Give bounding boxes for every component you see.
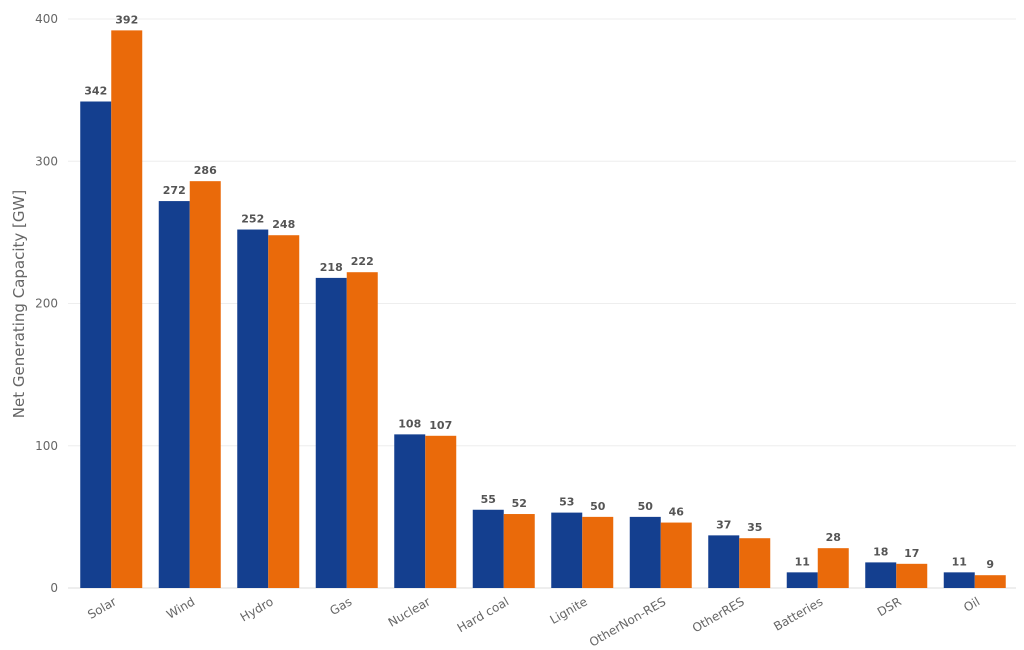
data-label: 55 bbox=[481, 493, 496, 506]
bar-nuclear-series-1 bbox=[394, 434, 426, 588]
bar-othernon-res-series-1 bbox=[629, 516, 661, 588]
bar-solar-series-1 bbox=[80, 101, 112, 588]
gridlines bbox=[68, 18, 1016, 589]
data-label: 218 bbox=[320, 261, 343, 274]
bar-dsr-series-1 bbox=[865, 562, 897, 588]
data-label: 11 bbox=[795, 555, 810, 568]
y-tick-label: 300 bbox=[35, 154, 58, 168]
y-axis-label: Net Generating Capacity [GW] bbox=[10, 190, 28, 418]
data-label: 286 bbox=[194, 164, 217, 177]
bar-otherres-series-2 bbox=[739, 538, 771, 588]
data-label: 46 bbox=[669, 506, 685, 519]
data-label: 53 bbox=[559, 496, 574, 509]
x-tick-label: Oil bbox=[961, 594, 982, 614]
x-tick-label: Wind bbox=[164, 594, 197, 621]
data-label: 248 bbox=[272, 218, 295, 231]
x-tick-label: Lignite bbox=[548, 594, 590, 626]
x-tick-label: Solar bbox=[85, 594, 119, 621]
bar-wind-series-1 bbox=[158, 201, 190, 588]
bar-otherres-series-1 bbox=[708, 535, 740, 588]
x-tick-label: DSR bbox=[875, 594, 904, 619]
bar-nuclear-series-2 bbox=[425, 435, 457, 588]
data-label: 35 bbox=[747, 521, 762, 534]
bar-lignite-series-1 bbox=[551, 512, 583, 588]
data-label: 17 bbox=[904, 547, 919, 560]
y-tick-label: 0 bbox=[50, 581, 58, 595]
x-tick-label: OtherRES bbox=[690, 594, 747, 635]
x-tick-label: Batteries bbox=[771, 594, 825, 633]
bar-hydro-series-2 bbox=[268, 235, 300, 588]
bar-wind-series-2 bbox=[189, 181, 221, 589]
data-label: 50 bbox=[590, 500, 606, 513]
bar-batteries-series-1 bbox=[786, 572, 818, 588]
data-label: 252 bbox=[241, 213, 264, 226]
data-label: 222 bbox=[351, 255, 374, 268]
data-label: 9 bbox=[986, 558, 994, 571]
data-label: 28 bbox=[826, 531, 841, 544]
x-tick-label: Hard coal bbox=[455, 594, 512, 635]
data-label: 50 bbox=[638, 500, 654, 513]
bar-hard-coal-series-1 bbox=[472, 509, 504, 588]
data-label: 392 bbox=[115, 13, 138, 26]
x-tick-label: OtherNon-RES bbox=[587, 594, 668, 649]
x-tick-label: Gas bbox=[327, 594, 354, 618]
x-tick-label: Hydro bbox=[238, 594, 276, 624]
bar-solar-series-2 bbox=[111, 30, 143, 588]
x-axis-ticks: Solar Wind Hydro Gas Nuclear Hard coal Lignite… bbox=[85, 594, 982, 649]
x-tick-label: Nuclear bbox=[386, 594, 433, 629]
bars bbox=[80, 30, 1006, 589]
y-tick-label: 400 bbox=[35, 12, 58, 26]
bar-batteries-series-2 bbox=[817, 548, 849, 588]
bar-gas-series-2 bbox=[346, 272, 378, 588]
y-axis-ticks: 0 100 200 300 400 bbox=[35, 12, 58, 595]
data-label: 342 bbox=[84, 85, 107, 98]
y-tick-label: 100 bbox=[35, 439, 58, 453]
data-label: 37 bbox=[716, 518, 731, 531]
data-labels: 342 392 272 286 252 248 218 222 108 107 55 52 53 50 50… bbox=[84, 13, 994, 571]
bar-hard-coal-series-2 bbox=[503, 514, 535, 588]
data-label: 107 bbox=[429, 419, 452, 432]
bar-hydro-series-1 bbox=[237, 229, 269, 588]
bar-oil-series-2 bbox=[974, 575, 1006, 588]
y-tick-label: 200 bbox=[35, 297, 58, 311]
bar-othernon-res-series-2 bbox=[660, 522, 692, 588]
bar-gas-series-1 bbox=[315, 277, 347, 588]
data-label: 11 bbox=[952, 555, 967, 568]
bar-lignite-series-2 bbox=[582, 516, 614, 588]
bar-oil-series-1 bbox=[943, 572, 975, 588]
data-label: 108 bbox=[398, 417, 421, 430]
bar-dsr-series-2 bbox=[896, 563, 928, 588]
data-label: 52 bbox=[512, 497, 527, 510]
data-label: 272 bbox=[163, 184, 186, 197]
data-label: 18 bbox=[873, 545, 888, 558]
